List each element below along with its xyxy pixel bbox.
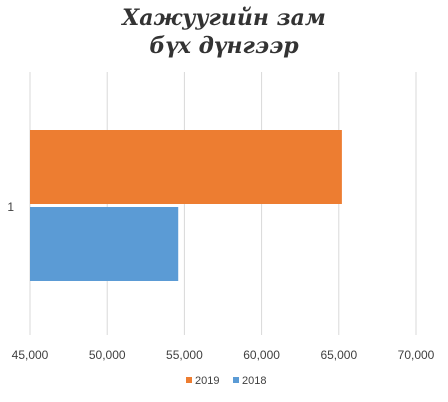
- legend-label-2018: 2018: [242, 375, 266, 387]
- x-tick-label: 60,000: [243, 348, 280, 362]
- x-tick-label: 50,000: [89, 348, 126, 362]
- legend-label-2019: 2019: [195, 375, 219, 387]
- category-label: 1: [7, 200, 14, 214]
- bar-2019: [30, 130, 342, 204]
- bar-2018: [30, 207, 179, 281]
- chart-title: Хажуугийн зам бүх дүнгээр: [0, 4, 448, 60]
- x-tick-label: 65,000: [320, 348, 357, 362]
- legend-swatch-2018: [233, 377, 239, 383]
- x-tick-label: 70,000: [398, 348, 435, 362]
- x-tick-label: 55,000: [166, 348, 203, 362]
- legend-swatch-2019: [186, 377, 192, 383]
- chart-title-line-2: бүх дүнгээр: [149, 33, 299, 59]
- chart-title-line-1: Хажуугийн зам: [122, 5, 326, 31]
- x-tick-label: 45,000: [12, 348, 49, 362]
